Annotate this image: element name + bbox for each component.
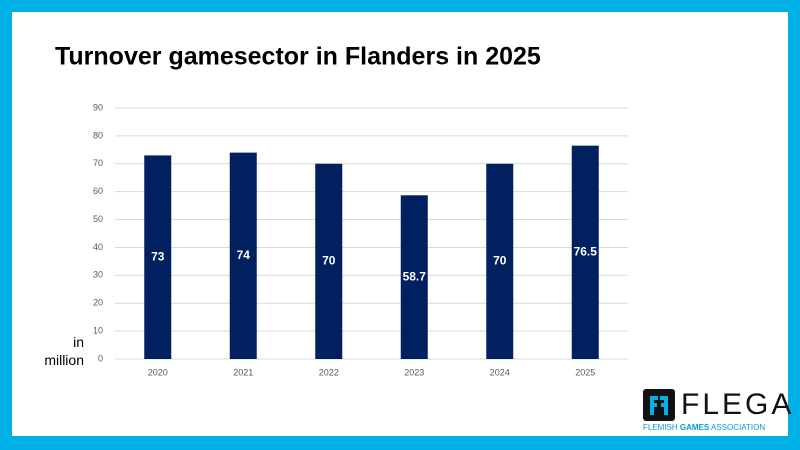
bar xyxy=(571,145,599,359)
y-tick-label: 70 xyxy=(93,158,103,168)
logo: FLEGA FLEMISH GAMES ASSOCIATION xyxy=(643,388,794,432)
slide xyxy=(12,12,788,436)
value-label: 70 xyxy=(493,254,507,268)
value-label: 73 xyxy=(151,249,165,263)
logo-tagline-part: ASSOCIATION xyxy=(711,423,765,432)
logo-icon xyxy=(643,389,675,421)
y-tick-label: 0 xyxy=(98,353,103,363)
logo-icon-mark xyxy=(650,396,668,415)
logo-tagline-part: FLEMISH xyxy=(643,423,678,432)
x-tick-label: 2025 xyxy=(575,367,595,377)
x-tick-label: 2021 xyxy=(233,367,253,377)
y-tick-label: 10 xyxy=(93,325,103,335)
y-tick-label: 20 xyxy=(93,298,103,308)
logo-name: FLEGA xyxy=(681,388,794,421)
value-label: 76.5 xyxy=(574,244,598,258)
value-label: 74 xyxy=(237,248,251,262)
y-tick-label: 90 xyxy=(93,102,103,112)
value-label: 70 xyxy=(322,254,336,268)
y-tick-label: 30 xyxy=(93,270,103,280)
y-tick-label: 40 xyxy=(93,242,103,252)
value-label: 58.7 xyxy=(403,269,427,283)
x-tick-label: 2022 xyxy=(319,367,339,377)
x-tick-label: 2024 xyxy=(490,367,510,377)
logo-tagline-part: GAMES xyxy=(680,423,710,432)
chart-title: Turnover gamesector in Flanders in 2025 xyxy=(55,43,541,71)
bar xyxy=(486,163,514,359)
bar xyxy=(144,155,172,359)
y-tick-label: 80 xyxy=(93,130,103,140)
x-tick-label: 2023 xyxy=(404,367,424,377)
y-axis-label: in million xyxy=(44,334,84,368)
logo-tagline: FLEMISH GAMES ASSOCIATION xyxy=(643,423,765,432)
y-tick-label: 50 xyxy=(93,214,103,224)
y-tick-label: 60 xyxy=(93,186,103,196)
bar xyxy=(400,195,428,359)
bar xyxy=(315,163,343,359)
x-tick-label: 2020 xyxy=(148,367,168,377)
bar xyxy=(229,152,257,359)
